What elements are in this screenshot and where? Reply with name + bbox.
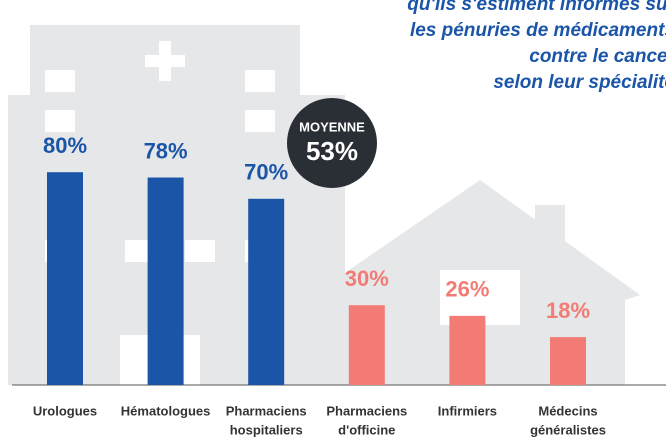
x-tick-label: d'officine [338,422,395,437]
bar [348,305,385,385]
value-label: 18% [546,298,590,323]
value-label: 80% [43,133,87,158]
x-tick-label: généralistes [530,422,606,437]
bar [47,172,83,385]
x-tick-label: hospitaliers [230,422,303,437]
value-label: 26% [445,277,489,302]
bar [449,315,486,385]
bar [550,337,586,385]
value-label: 30% [345,266,389,291]
bar [248,198,285,385]
value-label: 78% [144,138,188,163]
x-tick-label: Pharmaciens [326,403,407,418]
title-line: contre le cancer [529,46,666,67]
average-badge [287,98,377,188]
x-tick-label: Urologues [33,403,97,418]
average-label: MOYENNE [299,119,365,134]
x-tick-label: Médecins [538,403,597,418]
value-label: 70% [244,160,288,185]
x-tick-label: Pharmaciens [226,403,307,418]
bar [147,177,184,385]
title-line: selon leur spécialité [493,72,666,93]
background-windows [45,41,520,385]
x-tick-label: Infirmiers [438,403,497,418]
title-line: qu'ils s'estiment informés sur [407,0,666,15]
x-tick-label: Hématologues [121,403,211,418]
title-line: les pénuries de médicaments [410,20,666,41]
average-value: 53% [306,136,358,166]
